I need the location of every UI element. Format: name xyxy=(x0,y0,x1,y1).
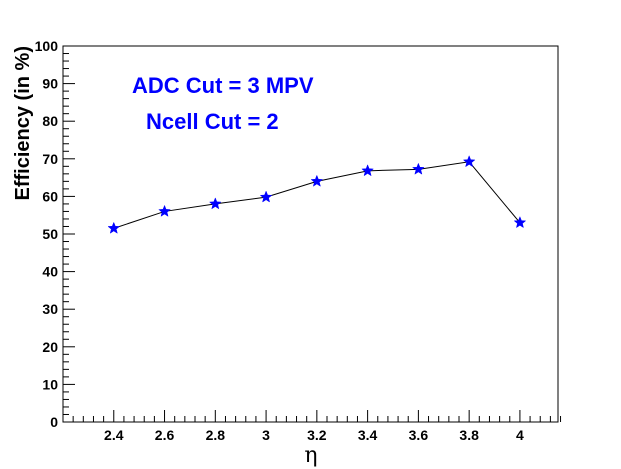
data-point xyxy=(462,155,476,168)
x-tick-label: 2.6 xyxy=(155,427,175,443)
plot-frame xyxy=(62,45,559,423)
y-tick-label: 90 xyxy=(42,76,58,92)
x-tick-label: 2.4 xyxy=(104,427,124,443)
y-tick-label: 100 xyxy=(35,38,59,54)
x-axis: 2.4 2.6 2.8 3 3.2 3.4 3.6 3.8 4 xyxy=(62,410,562,443)
y-tick-label: 30 xyxy=(42,301,58,317)
y-tick-label: 70 xyxy=(42,151,58,167)
data-point xyxy=(259,190,273,203)
x-tick-label: 3.6 xyxy=(409,427,429,443)
annotation-ncell-cut: Ncell Cut = 2 xyxy=(146,109,279,134)
annotation-adc-cut: ADC Cut = 3 MPV xyxy=(132,73,314,98)
x-axis-title: η xyxy=(304,443,317,468)
data-point xyxy=(107,221,121,234)
data-point xyxy=(158,204,171,217)
data-point xyxy=(310,174,324,187)
y-tick-label: 80 xyxy=(42,113,58,129)
x-tick-label: 3.8 xyxy=(459,427,479,443)
y-tick-label: 50 xyxy=(42,226,58,242)
data-point xyxy=(208,197,222,210)
x-tick-label: 3.2 xyxy=(307,427,327,443)
y-tick-label: 0 xyxy=(50,414,58,430)
series-line xyxy=(113,161,521,229)
data-point xyxy=(361,164,374,177)
y-tick-label: 10 xyxy=(42,376,58,392)
x-tick-label: 3.4 xyxy=(358,427,378,443)
y-axis: 0 10 20 30 40 50 60 70 80 90 100 xyxy=(35,38,75,430)
x-tick-label: 2.8 xyxy=(206,427,226,443)
series-layer xyxy=(107,155,527,234)
x-tick-label: 3 xyxy=(262,427,270,443)
data-point xyxy=(412,162,425,175)
y-tick-label: 40 xyxy=(42,264,58,280)
y-tick-label: 60 xyxy=(42,188,58,204)
data-point xyxy=(513,216,527,229)
x-tick-label: 4 xyxy=(516,427,524,443)
y-tick-label: 20 xyxy=(42,339,58,355)
y-axis-title: Efficiency (in %) xyxy=(12,46,34,200)
